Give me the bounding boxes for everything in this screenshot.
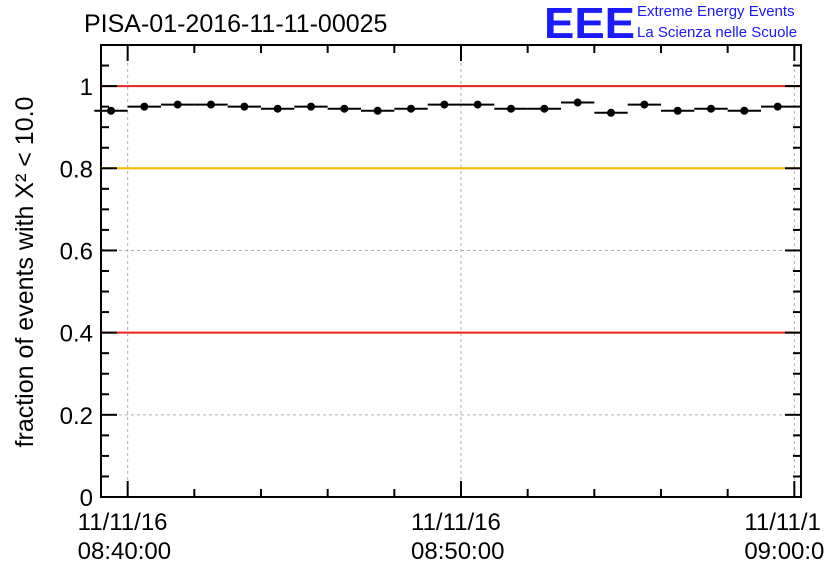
- y-tick-label: 0.2: [60, 403, 93, 430]
- data-point: [707, 104, 715, 113]
- data-point: [440, 100, 449, 109]
- y-tick-label: 0: [80, 485, 93, 512]
- eee-logo: EEE: [544, 0, 635, 44]
- data-point: [673, 106, 682, 115]
- data-point: [207, 100, 215, 109]
- data-point: [107, 106, 115, 115]
- data-point: [407, 104, 415, 113]
- x-tick-label-time: 08:50:00: [411, 538, 504, 565]
- data-point: [373, 106, 382, 115]
- data-point: [473, 100, 482, 109]
- data-point: [240, 102, 249, 111]
- x-tick-label-time: 08:40:00: [78, 538, 171, 565]
- y-axis-ticks: 0 0.2 0.4 0.6 0.8 1: [60, 44, 801, 512]
- data-point: [140, 102, 149, 111]
- x-tick-label-time: 09:00:0: [744, 538, 824, 565]
- data-point: [507, 104, 515, 113]
- data-point: [773, 102, 782, 111]
- plot-frame: [100, 44, 802, 498]
- data-point: [340, 104, 349, 113]
- data-point: [307, 102, 315, 111]
- y-tick-label: 0.4: [60, 321, 93, 348]
- y-axis-label-group: fraction of events with X² < 10.0: [11, 97, 39, 448]
- logo-text-line2: La Scienza nelle Scuole: [637, 24, 798, 41]
- x-tick-label-date: 11/11/1: [744, 509, 821, 536]
- x-tick-label-date: 11/11/16: [411, 509, 501, 536]
- reference-lines: [101, 85, 801, 334]
- y-tick-label: 1: [80, 74, 93, 101]
- logo-mark: EEE: [544, 0, 635, 44]
- data-point: [607, 108, 615, 117]
- data-point: [273, 104, 282, 113]
- y-tick-label: 0.8: [60, 156, 93, 183]
- data-point: [740, 106, 749, 115]
- chart-title: PISA-01-2016-11-11-00025: [84, 10, 388, 38]
- data-point: [573, 98, 582, 107]
- x-tick-label-date: 11/11/16: [78, 509, 168, 536]
- data-points: [94, 98, 795, 117]
- x-axis-ticks: 11/11/1608:40:0011/11/1608:50:0011/11/10…: [78, 45, 824, 565]
- data-point: [173, 100, 182, 109]
- logo-text-line1: Extreme Energy Events: [637, 3, 795, 20]
- y-tick-label: 0.6: [60, 238, 93, 265]
- data-point: [540, 104, 549, 113]
- y-axis-label: fraction of events with X² < 10.0: [11, 97, 39, 448]
- data-point: [640, 100, 649, 109]
- grid-lines: [101, 45, 801, 497]
